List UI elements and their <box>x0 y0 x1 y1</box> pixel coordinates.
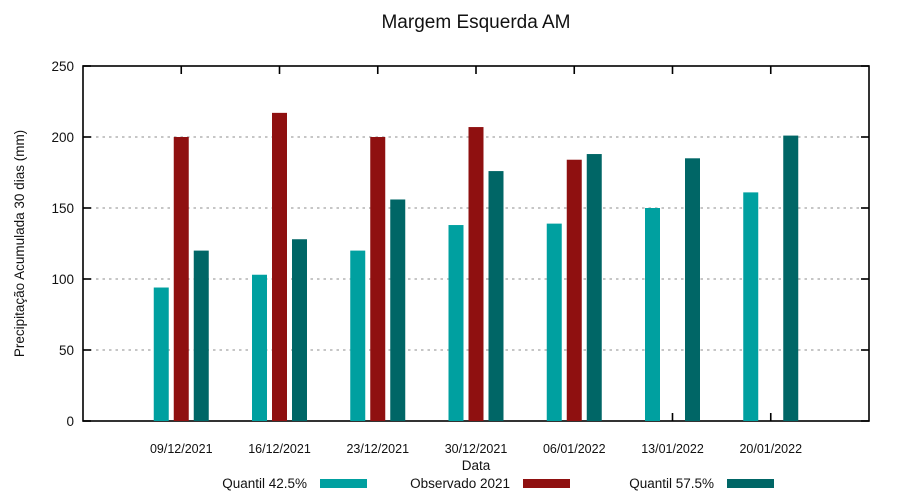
bar-series3-group7 <box>783 135 799 421</box>
y-axis-title: Precipitação Acumulada 30 dias (mm) <box>12 130 27 357</box>
bar-series1-group5 <box>546 223 562 421</box>
y-tick-label: 0 <box>66 414 74 429</box>
x-tick-label: 13/01/2022 <box>641 442 704 456</box>
bar-series3-group3 <box>390 199 406 421</box>
bar-series2-group5 <box>566 159 582 421</box>
bar-series3-group6 <box>685 158 700 422</box>
legend-label: Quantil 57.5% <box>629 476 714 491</box>
bar-series3-group4 <box>488 171 504 421</box>
bar-series3-group2 <box>292 239 307 421</box>
bar-series2-group4 <box>468 127 484 421</box>
bar-series2-group2 <box>272 112 287 422</box>
x-tick-label: 16/12/2021 <box>248 442 311 456</box>
bar-series2-group1 <box>173 137 189 421</box>
bar-series3-group5 <box>586 154 602 422</box>
legend-label: Observado 2021 <box>410 476 510 491</box>
bar-series2-group3 <box>370 137 386 421</box>
bar-series1-group7 <box>743 192 759 421</box>
y-tick-label: 200 <box>51 130 74 145</box>
bar-series1-group2 <box>252 274 267 421</box>
chart-title: Margem Esquerda AM <box>381 12 571 33</box>
x-tick-label: 23/12/2021 <box>346 442 409 456</box>
y-tick-label: 100 <box>51 272 74 287</box>
x-tick-label: 30/12/2021 <box>445 442 508 456</box>
x-tick-label: 20/01/2022 <box>739 442 802 456</box>
x-tick-label: 09/12/2021 <box>150 442 213 456</box>
bar-series1-group3 <box>350 250 366 421</box>
y-tick-label: 50 <box>59 343 74 358</box>
x-tick-label: 06/01/2022 <box>543 442 606 456</box>
bar-series1-group6 <box>645 208 660 421</box>
legend-label: Quantil 42.5% <box>222 476 307 491</box>
y-tick-label: 150 <box>51 201 74 216</box>
legend-swatch <box>320 479 367 488</box>
bar-series1-group4 <box>448 225 464 421</box>
y-tick-label: 250 <box>51 59 74 74</box>
x-axis-title: Data <box>462 458 491 473</box>
legend-swatch <box>727 479 774 488</box>
legend-swatch <box>523 479 570 488</box>
bar-series3-group1 <box>193 250 209 421</box>
bar-series1-group1 <box>153 287 169 421</box>
